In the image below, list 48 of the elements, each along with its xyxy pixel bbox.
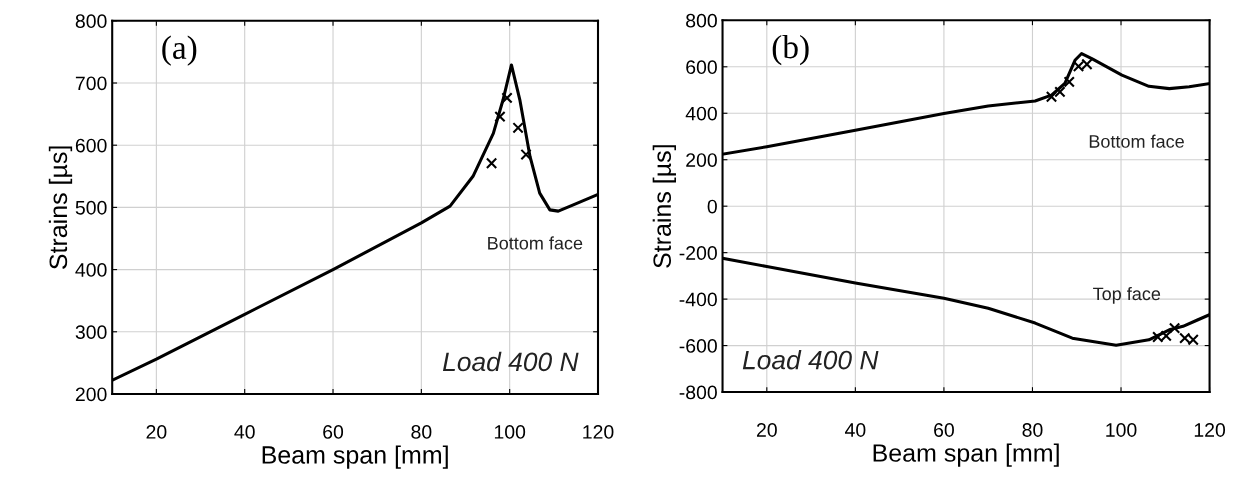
y-tick-label: 400 — [685, 106, 717, 121]
y-tick-label: 0 — [707, 199, 717, 214]
series-label: Top face — [1093, 287, 1161, 304]
y-axis-title: Strains [µs] — [652, 145, 676, 268]
point — [494, 110, 506, 123]
y-tick-label: 400 — [75, 263, 107, 277]
y-tick-label: 200 — [686, 153, 717, 167]
point — [1045, 91, 1058, 103]
text: Bottom face — [1089, 134, 1184, 148]
y-tick-label: 600 — [686, 60, 717, 75]
point — [1054, 86, 1066, 98]
x-tick-label: 20 — [756, 423, 777, 437]
y-tick-label: 800 — [686, 13, 717, 28]
point — [1168, 322, 1181, 334]
x-tick-label: 100 — [494, 425, 526, 439]
y-tick-label: -400 — [679, 292, 717, 307]
point — [485, 157, 498, 169]
x-axis-title: Beam span [mm] — [873, 443, 1059, 467]
y-tick-label: 600 — [75, 138, 107, 153]
x-tick-label: 100 — [1106, 423, 1137, 437]
x-tick-label: 40 — [845, 423, 866, 437]
y-tick-label: 300 — [75, 325, 107, 340]
y-tick-label: -200 — [679, 246, 717, 260]
series-label: Bottom face — [488, 236, 583, 250]
x-tick-label: 40 — [234, 425, 255, 439]
point — [1063, 76, 1075, 88]
y-tick-label: -600 — [679, 339, 717, 353]
x-tick-label: 80 — [411, 425, 432, 439]
x-tick-label: 120 — [583, 425, 614, 439]
x-tick-label: 120 — [1194, 423, 1226, 437]
x-tick-label: 60 — [323, 425, 344, 439]
annotation: Load 400 N — [742, 350, 879, 370]
y-tick-label: 800 — [75, 14, 107, 29]
y-tick-label: 200 — [75, 387, 107, 402]
y-tick-label: 700 — [75, 76, 107, 91]
point — [512, 122, 524, 134]
y-tick-label: 500 — [75, 200, 107, 215]
x-axis-title: Beam span [mm] — [262, 445, 448, 469]
x-tick-label: 20 — [146, 425, 167, 439]
y-tick-label: -800 — [679, 385, 717, 400]
chart-title: (a) — [162, 35, 197, 66]
x-tick-label: 60 — [934, 423, 954, 437]
y-axis-title: Strains [µs] — [48, 146, 73, 270]
point — [501, 92, 513, 104]
x-tick-label: 80 — [1022, 423, 1043, 437]
chart-title: (b) — [772, 34, 809, 66]
point — [520, 148, 532, 161]
annotation: Load 400 N — [442, 351, 579, 372]
